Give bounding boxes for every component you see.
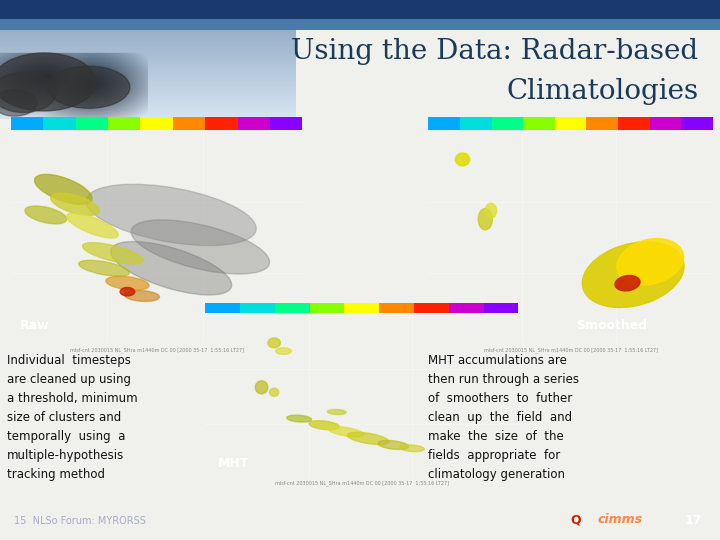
Ellipse shape bbox=[83, 242, 143, 264]
Bar bbox=[275, 303, 310, 313]
Bar bbox=[76, 117, 108, 130]
Bar bbox=[205, 117, 238, 130]
Bar bbox=[618, 117, 649, 130]
Bar bbox=[240, 303, 275, 313]
Ellipse shape bbox=[615, 275, 640, 291]
Bar bbox=[11, 117, 43, 130]
Ellipse shape bbox=[328, 409, 346, 415]
Text: Raw: Raw bbox=[19, 319, 49, 332]
Text: Smoothed: Smoothed bbox=[576, 319, 647, 332]
Ellipse shape bbox=[111, 241, 232, 295]
Ellipse shape bbox=[378, 441, 408, 449]
Bar bbox=[238, 117, 270, 130]
Bar bbox=[414, 303, 449, 313]
Ellipse shape bbox=[25, 206, 67, 224]
Bar bbox=[310, 303, 344, 313]
Ellipse shape bbox=[485, 203, 497, 218]
Bar bbox=[270, 117, 302, 130]
Text: mlsf-cnt 2030015 NL_SHra m1440m DC 00 [2000 35-17  1:55:16 LT27]: mlsf-cnt 2030015 NL_SHra m1440m DC 00 [2… bbox=[484, 347, 657, 353]
Bar bbox=[344, 303, 379, 313]
Bar bbox=[492, 117, 523, 130]
Ellipse shape bbox=[309, 421, 339, 430]
Ellipse shape bbox=[347, 433, 389, 444]
Text: MHT accumulations are
then run through a series
of  smoothers  to  futher
clean : MHT accumulations are then run through a… bbox=[428, 354, 580, 481]
Bar bbox=[523, 117, 555, 130]
Bar bbox=[173, 117, 205, 130]
Bar bbox=[649, 117, 681, 130]
Bar bbox=[205, 303, 240, 313]
Ellipse shape bbox=[456, 153, 469, 166]
Bar bbox=[555, 117, 586, 130]
Text: Individual  timesteps
are cleaned up using
a threshold, minimum
size of clusters: Individual timesteps are cleaned up usin… bbox=[7, 354, 138, 481]
Ellipse shape bbox=[131, 220, 269, 274]
Ellipse shape bbox=[106, 276, 149, 290]
Ellipse shape bbox=[0, 72, 56, 112]
Text: cimms: cimms bbox=[598, 514, 643, 526]
Text: 17: 17 bbox=[685, 514, 702, 527]
Ellipse shape bbox=[50, 193, 99, 215]
Bar bbox=[586, 117, 618, 130]
Bar bbox=[108, 117, 140, 130]
Bar bbox=[484, 303, 518, 313]
Bar bbox=[681, 117, 713, 130]
Text: Climatologies: Climatologies bbox=[506, 78, 698, 105]
Text: MHT: MHT bbox=[217, 457, 249, 470]
Ellipse shape bbox=[478, 208, 492, 230]
Bar bbox=[140, 117, 173, 130]
Text: Using the Data: Radar-based: Using the Data: Radar-based bbox=[292, 38, 698, 65]
Bar bbox=[460, 117, 492, 130]
Ellipse shape bbox=[256, 381, 268, 394]
Text: 15  NLSo Forum: MYRORSS: 15 NLSo Forum: MYRORSS bbox=[14, 516, 146, 525]
Ellipse shape bbox=[125, 291, 159, 301]
Ellipse shape bbox=[400, 445, 424, 451]
Text: mlsf-cnt 2030015 NL_SHra m1440m DC 00 [2000 35-17  1:55:16 LT27]: mlsf-cnt 2030015 NL_SHra m1440m DC 00 [2… bbox=[70, 347, 243, 353]
Ellipse shape bbox=[67, 213, 118, 238]
Text: mlsf-cnt 2030015 NL_SHra m1440m DC 00 [2000 35-17  1:55:16 LT27]: mlsf-cnt 2030015 NL_SHra m1440m DC 00 [2… bbox=[275, 481, 449, 486]
Ellipse shape bbox=[0, 90, 37, 116]
Ellipse shape bbox=[287, 415, 312, 422]
Ellipse shape bbox=[86, 184, 256, 246]
Ellipse shape bbox=[328, 427, 364, 437]
Ellipse shape bbox=[276, 348, 292, 354]
Ellipse shape bbox=[269, 388, 279, 396]
Text: Q: Q bbox=[571, 514, 581, 526]
Ellipse shape bbox=[268, 338, 280, 348]
Ellipse shape bbox=[78, 260, 130, 276]
Ellipse shape bbox=[582, 242, 684, 307]
Ellipse shape bbox=[0, 53, 96, 111]
Bar bbox=[449, 303, 484, 313]
Ellipse shape bbox=[35, 174, 92, 204]
Bar bbox=[428, 117, 460, 130]
Ellipse shape bbox=[120, 287, 135, 296]
Bar bbox=[43, 117, 76, 130]
Ellipse shape bbox=[617, 239, 683, 285]
Ellipse shape bbox=[48, 66, 130, 108]
Bar bbox=[379, 303, 414, 313]
